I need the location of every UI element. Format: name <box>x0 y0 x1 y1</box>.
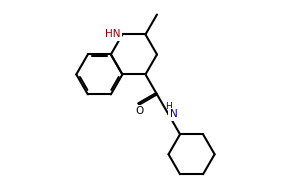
Text: O: O <box>135 106 143 116</box>
Text: N: N <box>170 109 178 119</box>
Text: H: H <box>165 102 172 111</box>
Text: HN: HN <box>105 30 121 39</box>
